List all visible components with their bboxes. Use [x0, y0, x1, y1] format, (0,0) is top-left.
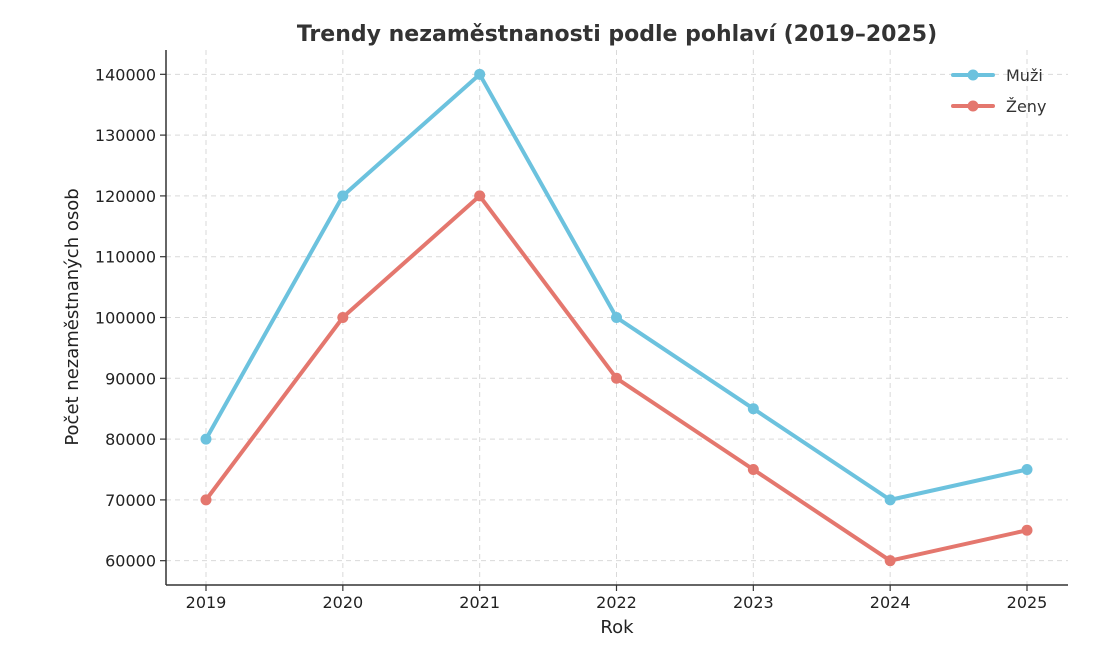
- legend: Muži Ženy: [951, 66, 1046, 116]
- x-tick-label: 2022: [596, 593, 637, 612]
- data-point: [747, 403, 759, 415]
- data-point: [474, 190, 486, 202]
- y-tick-label: 140000: [95, 65, 156, 84]
- y-tick-label: 90000: [105, 369, 156, 388]
- data-point: [200, 494, 212, 506]
- data-point: [1021, 463, 1033, 475]
- series-1: [200, 190, 1033, 567]
- series-lines: [200, 68, 1033, 567]
- y-tick-label: 60000: [105, 552, 156, 571]
- x-axis-label: Rok: [600, 617, 634, 638]
- legend-label: Muži: [1006, 66, 1043, 85]
- data-point: [747, 463, 759, 475]
- y-tick-label: 130000: [95, 126, 156, 145]
- data-point: [884, 494, 896, 506]
- legend-item: Ženy: [951, 97, 1046, 116]
- data-point: [337, 190, 349, 202]
- y-tick-label: 100000: [95, 309, 156, 328]
- y-tick-label: 70000: [105, 491, 156, 510]
- data-point: [337, 312, 349, 323]
- data-point: [884, 555, 896, 567]
- y-tick-label: 110000: [95, 248, 156, 267]
- y-tick-label: 80000: [105, 430, 156, 449]
- chart-title: Trendy nezaměstnanosti podle pohlaví (20…: [297, 22, 937, 47]
- x-tick-label: 2021: [459, 593, 500, 612]
- legend-label: Ženy: [1006, 97, 1046, 116]
- x-tick-label: 2025: [1007, 593, 1048, 612]
- y-axis-label: Počet nezaměstnaných osob: [62, 188, 83, 445]
- legend-swatch-marker: [967, 69, 979, 81]
- legend-item: Muži: [951, 66, 1043, 85]
- y-tick-label: 120000: [95, 187, 156, 206]
- axis-ticks: 60000 70000 80000 90000 100000 110000 120000 13…: [95, 65, 1047, 612]
- x-tick-label: 2023: [733, 593, 774, 612]
- data-point: [474, 68, 486, 80]
- data-point: [611, 312, 622, 323]
- x-tick-label: 2024: [870, 593, 911, 612]
- x-tick-label: 2020: [322, 593, 363, 612]
- legend-swatch-marker: [967, 100, 979, 112]
- x-tick-label: 2019: [186, 593, 227, 612]
- data-point: [1021, 524, 1033, 536]
- data-point: [611, 372, 622, 384]
- series-0: [200, 68, 1033, 506]
- data-point: [200, 433, 212, 445]
